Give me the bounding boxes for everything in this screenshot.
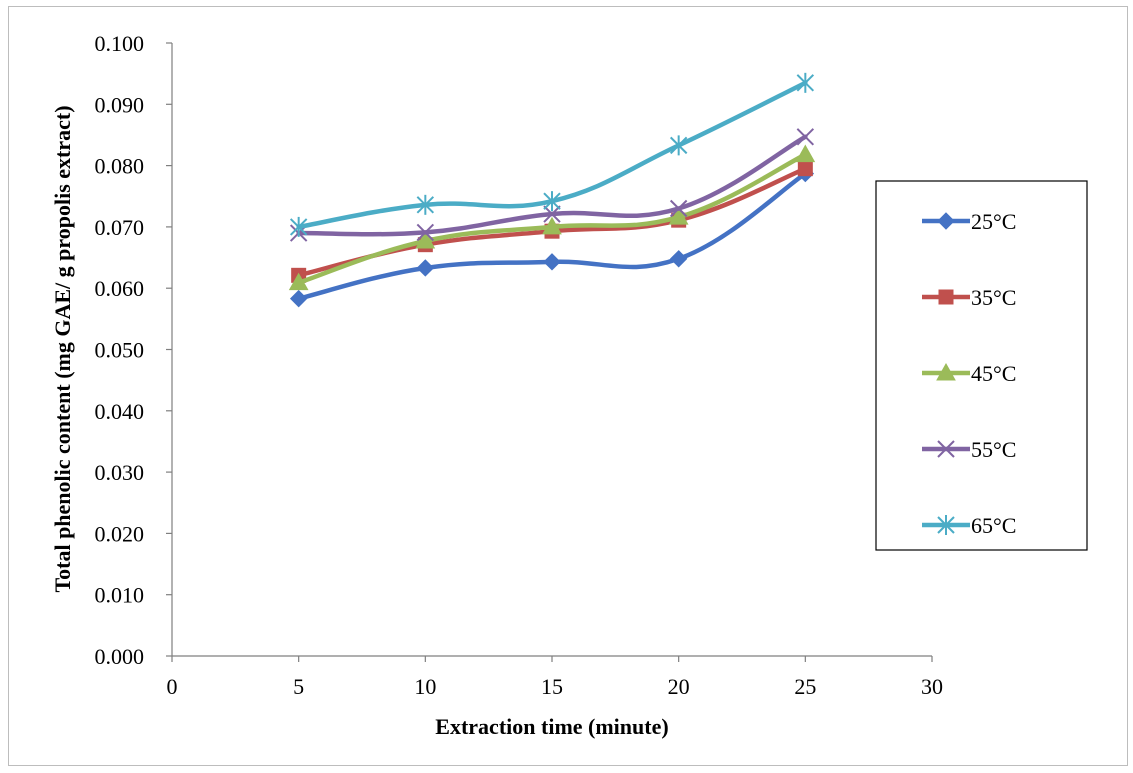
data-point xyxy=(415,230,436,249)
x-axis-title: Extraction time (minute) xyxy=(435,714,668,739)
y-tick-label: 0.080 xyxy=(95,154,145,179)
data-point xyxy=(416,223,435,242)
x-tick-label: 5 xyxy=(293,674,304,699)
y-tick-label: 0.070 xyxy=(95,215,145,240)
legend-label: 65°C xyxy=(971,513,1016,538)
x-tick-label: 15 xyxy=(541,674,563,699)
legend-item: 35°C xyxy=(922,285,1016,310)
data-point xyxy=(289,289,308,308)
x-tick-label: 25 xyxy=(794,674,816,699)
x-tick-label: 30 xyxy=(921,674,943,699)
legend: 25°C 35°C 45°C 55°C 65°C xyxy=(875,180,1088,551)
y-tick-label: 0.010 xyxy=(95,583,145,608)
data-point xyxy=(543,191,561,212)
legend-label: 45°C xyxy=(971,361,1016,386)
series-lines xyxy=(288,72,816,308)
x-tick-label: 20 xyxy=(668,674,690,699)
y-tick-label: 0.100 xyxy=(95,31,145,56)
legend-label: 25°C xyxy=(971,209,1016,234)
y-tick-label: 0.050 xyxy=(95,338,145,363)
legend-item: 65°C xyxy=(922,513,1016,538)
series-2 xyxy=(288,144,816,291)
data-point xyxy=(543,205,561,223)
legend-marker xyxy=(937,212,955,230)
y-tick-label: 0.030 xyxy=(95,460,145,485)
legend-item: 25°C xyxy=(922,209,1016,234)
data-point xyxy=(797,161,813,177)
data-point xyxy=(669,199,688,218)
x-tick-label: 10 xyxy=(414,674,436,699)
legend-item: 45°C xyxy=(922,361,1016,386)
data-point xyxy=(416,194,435,215)
data-point xyxy=(796,72,815,93)
y-tick-label: 0.020 xyxy=(95,521,145,546)
y-tick-label: 0.090 xyxy=(95,92,145,117)
legend-marker xyxy=(938,289,954,305)
y-axis-title: Total phenolic content (mg GAE/ g propol… xyxy=(50,105,75,592)
legend-box xyxy=(875,180,1088,551)
data-point xyxy=(543,253,561,271)
data-point xyxy=(289,216,308,237)
x-axis-ticks: 0 5 10 15 20 25 30 xyxy=(167,656,943,699)
y-tick-label: 0.060 xyxy=(95,276,145,301)
data-point xyxy=(416,259,435,277)
data-point xyxy=(669,250,688,268)
data-point xyxy=(668,207,689,225)
series-4 xyxy=(289,72,815,237)
x-tick-label: 0 xyxy=(167,674,178,699)
data-point xyxy=(795,144,816,163)
data-point xyxy=(288,272,309,291)
y-tick-label: 0.000 xyxy=(95,644,145,669)
legend-label: 55°C xyxy=(971,437,1016,462)
data-point xyxy=(669,135,688,156)
y-axis-ticks: 0.000 0.010 0.020 0.030 0.040 0.050 0.060 0.070… xyxy=(95,31,172,669)
y-tick-label: 0.040 xyxy=(95,399,145,424)
legend-label: 35°C xyxy=(971,285,1016,310)
chart-frame xyxy=(8,6,1128,766)
legend-marker xyxy=(936,362,956,381)
legend-item: 55°C xyxy=(922,437,1016,462)
data-point xyxy=(796,128,815,146)
legend-marker xyxy=(937,515,955,535)
legend-marker xyxy=(937,440,955,458)
data-point xyxy=(542,216,562,235)
